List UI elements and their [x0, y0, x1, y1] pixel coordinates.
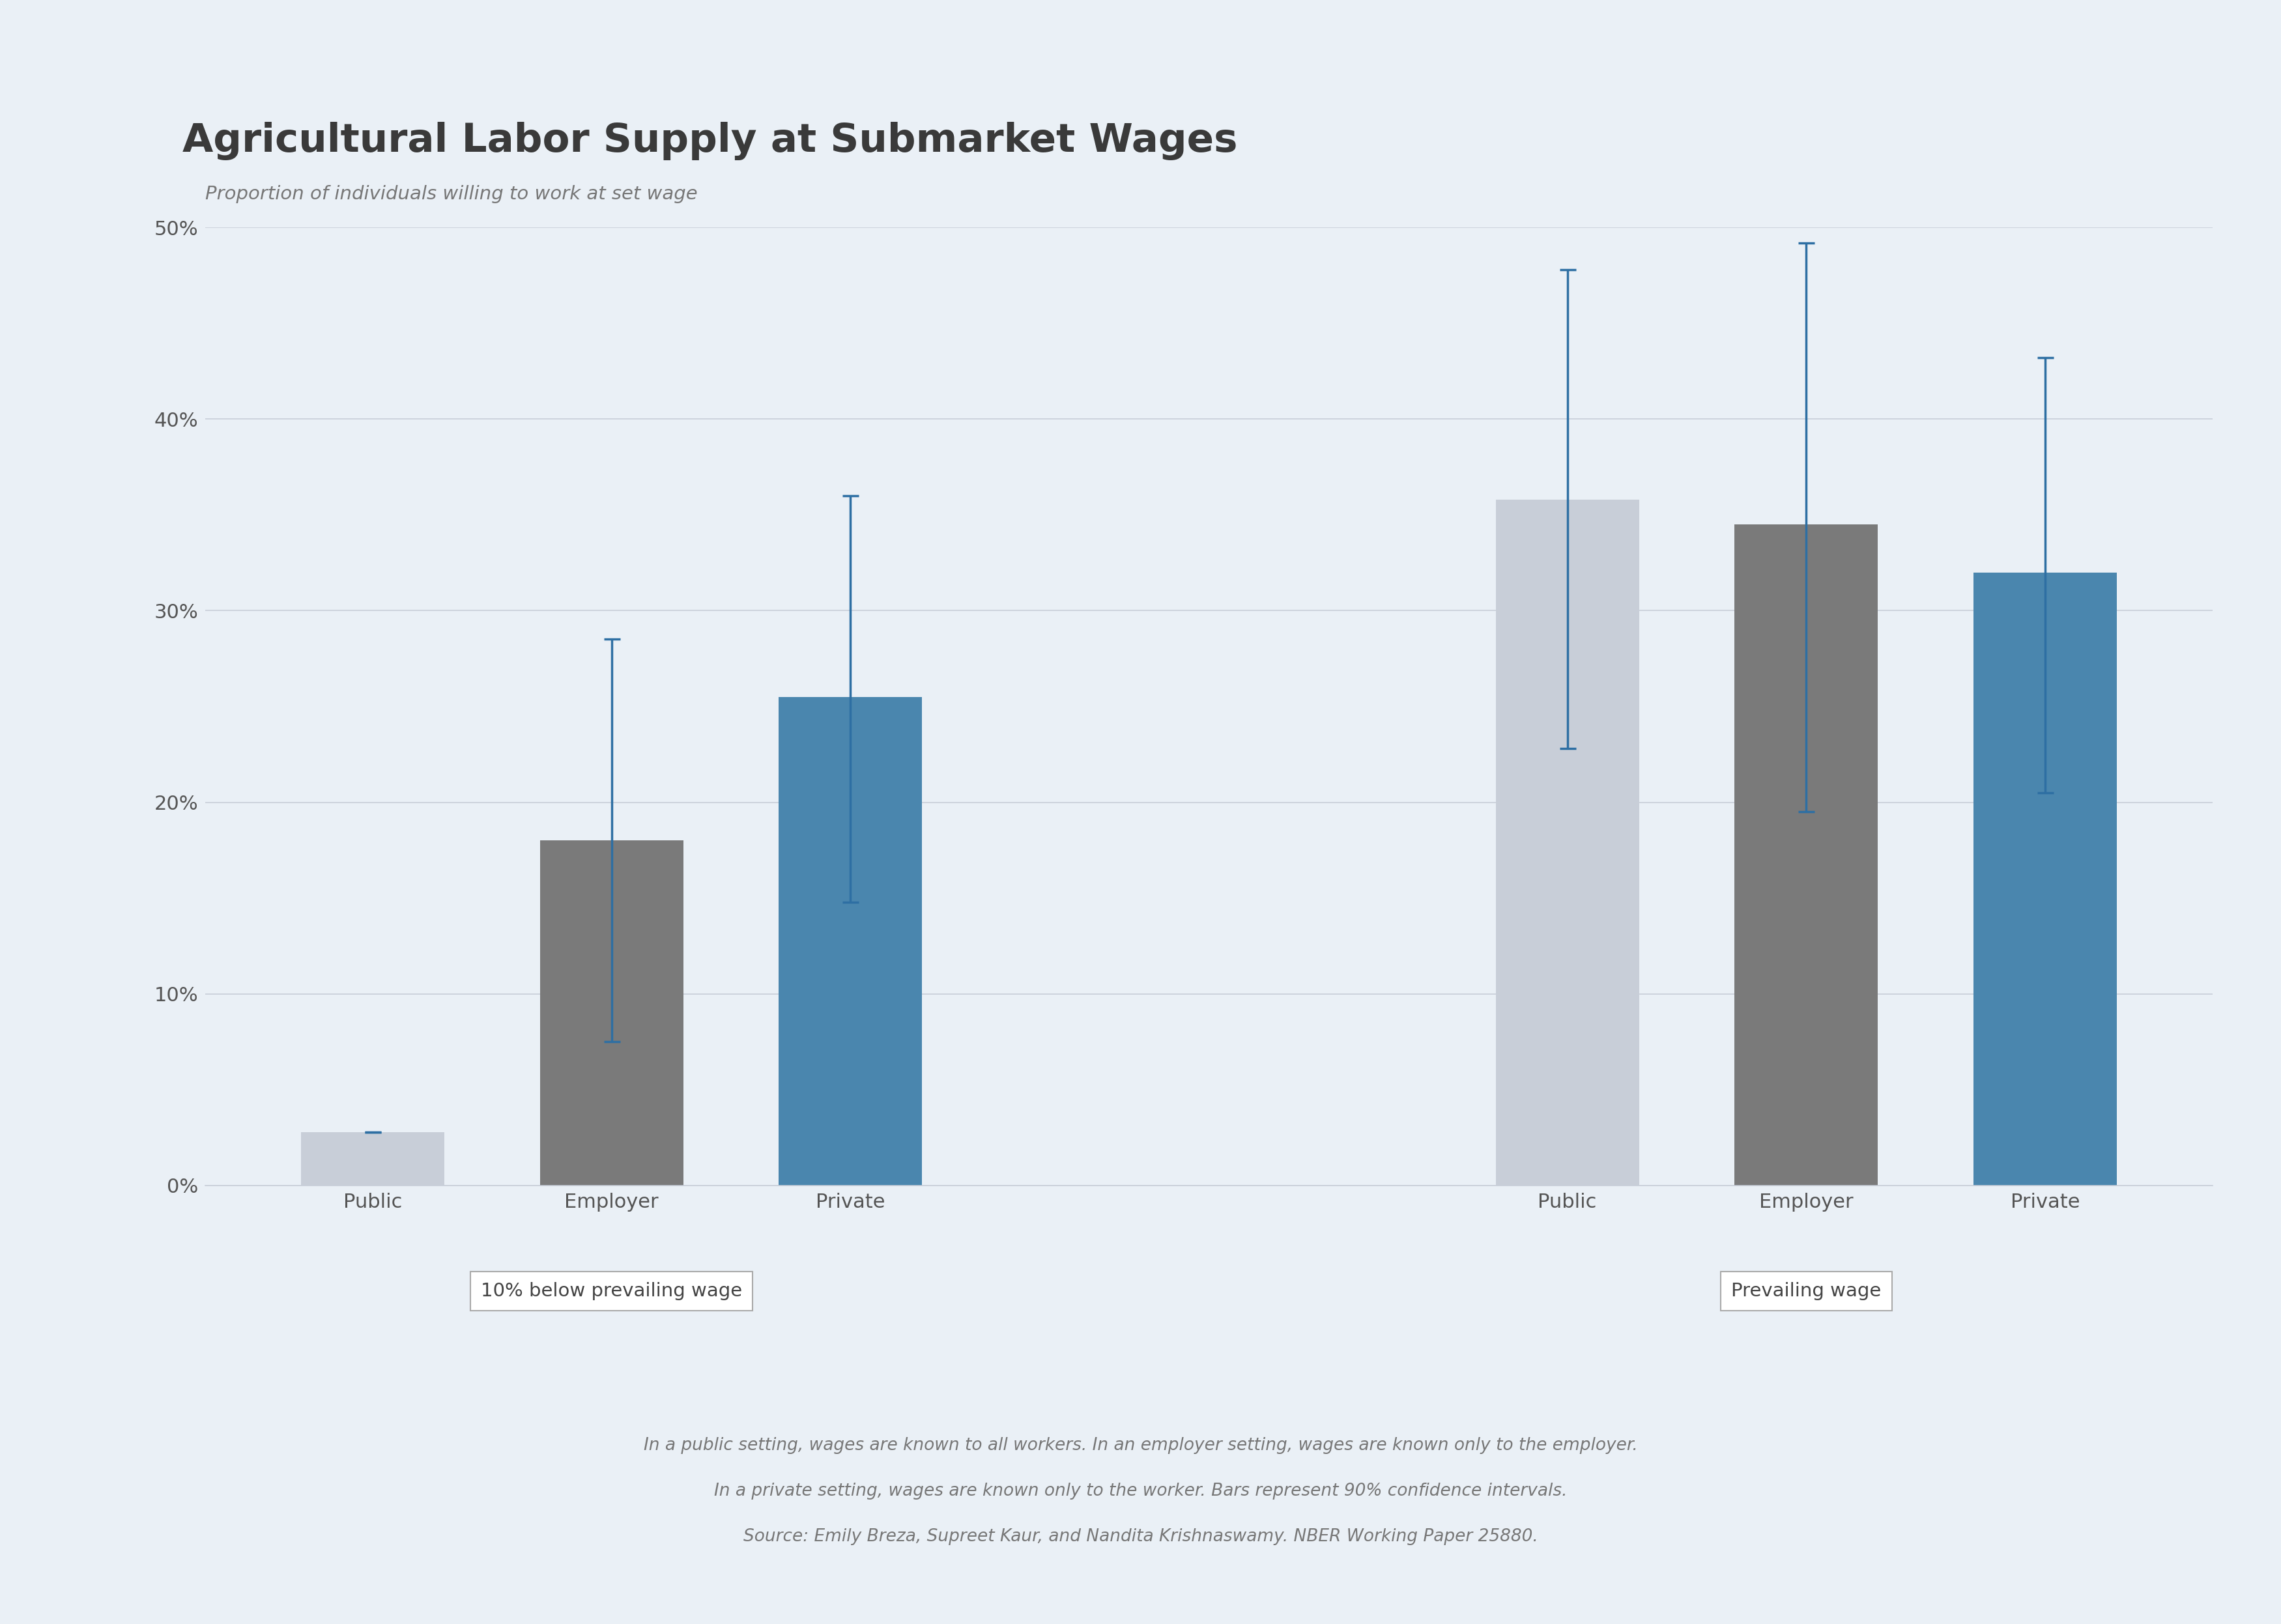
- Text: Prevailing wage: Prevailing wage: [1731, 1281, 1882, 1301]
- Text: In a public setting, wages are known to all workers. In an employer setting, wag: In a public setting, wages are known to …: [643, 1437, 1638, 1453]
- Text: Agricultural Labor Supply at Submarket Wages: Agricultural Labor Supply at Submarket W…: [182, 122, 1239, 161]
- Bar: [1734, 525, 1877, 1186]
- Text: 10% below prevailing wage: 10% below prevailing wage: [481, 1281, 741, 1301]
- Bar: [778, 697, 922, 1186]
- Text: In a private setting, wages are known only to the worker. Bars represent 90% con: In a private setting, wages are known on…: [714, 1483, 1567, 1499]
- Bar: [1496, 500, 1640, 1186]
- Text: Proportion of individuals willing to work at set wage: Proportion of individuals willing to wor…: [205, 185, 698, 203]
- Text: Source: Emily Breza, Supreet Kaur, and Nandita Krishnaswamy. NBER Working Paper : Source: Emily Breza, Supreet Kaur, and N…: [744, 1528, 1537, 1544]
- Bar: [1973, 572, 2117, 1186]
- Bar: [541, 841, 684, 1186]
- Bar: [301, 1132, 445, 1186]
